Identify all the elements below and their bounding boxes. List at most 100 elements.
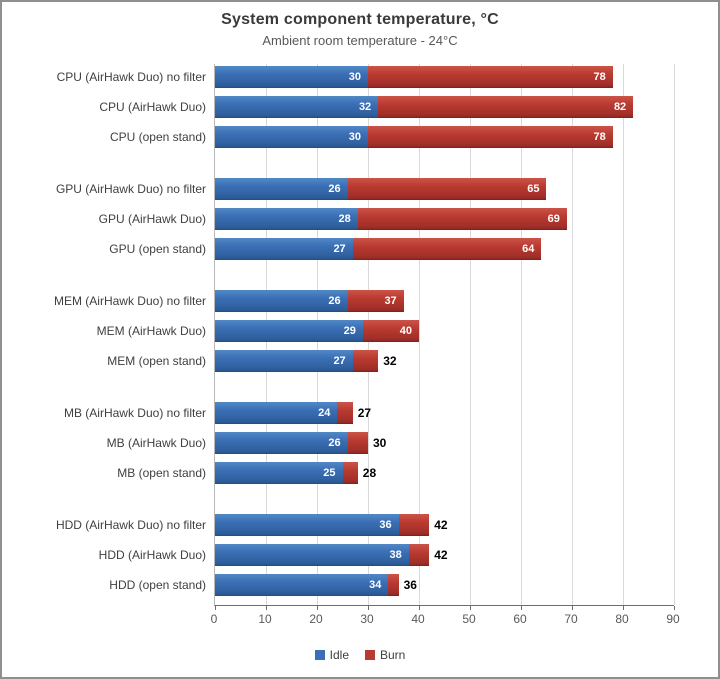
category-label: HDD (AirHawk Duo) no filter: [55, 518, 206, 532]
x-axis-tick-label: 10: [258, 612, 272, 626]
x-axis-tick: [623, 606, 624, 610]
idle-value-label: 25: [323, 467, 336, 479]
legend-item-burn[interactable]: Burn: [365, 648, 405, 662]
gridline: [674, 64, 675, 605]
legend-label: Burn: [380, 648, 406, 662]
category-label: CPU (open stand): [109, 130, 206, 144]
bar-idle-segment[interactable]: 36: [215, 514, 399, 536]
idle-value-label: 30: [348, 71, 361, 83]
bar-burn-segment[interactable]: [342, 462, 358, 484]
idle-value-label: 30: [348, 131, 361, 143]
x-axis-tick-label: 20: [309, 612, 323, 626]
bar-idle-segment[interactable]: 26: [215, 178, 348, 200]
burn-value-label: 27: [357, 406, 372, 420]
category-label: CPU (AirHawk Duo): [99, 100, 206, 114]
legend: Idle Burn: [2, 648, 718, 662]
x-axis-tick: [572, 606, 573, 610]
idle-value-label: 24: [318, 407, 331, 419]
bar-burn-segment[interactable]: [347, 432, 368, 454]
bar-idle-segment[interactable]: 27: [215, 350, 353, 372]
x-axis-tick: [266, 606, 267, 610]
bar-idle-segment[interactable]: 27: [215, 238, 353, 260]
x-axis-tick-label: 80: [615, 612, 629, 626]
category-label: MB (AirHawk Duo): [106, 436, 206, 450]
idle-value-label: 26: [328, 437, 341, 449]
bar-burn-segment[interactable]: [388, 574, 399, 596]
bar-burn-segment[interactable]: [337, 402, 353, 424]
burn-value-label: 32: [383, 354, 397, 368]
burn-value-label: 78: [593, 131, 606, 143]
category-label: CPU (AirHawk Duo) no filter: [56, 70, 206, 84]
bar-burn-segment[interactable]: 64: [352, 238, 542, 260]
bar-burn-segment[interactable]: 78: [368, 66, 613, 88]
bar-burn-segment[interactable]: [352, 350, 379, 372]
category-label: GPU (AirHawk Duo) no filter: [55, 182, 206, 196]
x-axis-tick-label: 0: [210, 612, 218, 626]
burn-value-label: 36: [403, 578, 417, 592]
burn-value-label: 69: [547, 213, 560, 225]
bar-idle-segment[interactable]: 29: [215, 320, 363, 342]
category-label: MB (AirHawk Duo) no filter: [63, 406, 206, 420]
x-axis-tick: [317, 606, 318, 610]
burn-value-label: 28: [362, 466, 377, 480]
idle-value-label: 38: [389, 549, 402, 561]
x-axis-tick-label: 50: [462, 612, 476, 626]
x-axis-tick-label: 60: [513, 612, 527, 626]
burn-value-label: 82: [613, 101, 627, 113]
bar-idle-segment[interactable]: 26: [215, 290, 348, 312]
category-label: HDD (open stand): [109, 578, 206, 592]
category-label: GPU (AirHawk Duo): [98, 212, 206, 226]
x-axis-tick-label: 70: [564, 612, 578, 626]
idle-value-label: 28: [338, 213, 351, 225]
category-label: GPU (open stand): [109, 242, 206, 256]
burn-value-label: 30: [373, 436, 387, 450]
bar-idle-segment[interactable]: 25: [215, 462, 343, 484]
idle-value-label: 27: [333, 243, 346, 255]
idle-value-label: 34: [369, 579, 382, 591]
x-axis-tick: [215, 606, 216, 610]
bar-burn-segment[interactable]: 78: [368, 126, 613, 148]
x-axis-tick: [419, 606, 420, 610]
bar-burn-segment[interactable]: [408, 544, 430, 566]
idle-value-label: 36: [379, 519, 392, 531]
burn-value-label: 65: [527, 183, 540, 195]
bar-burn-segment[interactable]: 82: [378, 96, 634, 118]
bar-burn-segment[interactable]: 37: [347, 290, 404, 312]
burn-value-label: 40: [399, 325, 412, 337]
bar-idle-segment[interactable]: 28: [215, 208, 358, 230]
x-axis-tick-label: 30: [360, 612, 374, 626]
bar-burn-segment[interactable]: 40: [362, 320, 419, 342]
bar-burn-segment[interactable]: 69: [357, 208, 567, 230]
category-label: HDD (AirHawk Duo): [98, 548, 206, 562]
gridline: [572, 64, 573, 605]
burn-value-label: 42: [434, 518, 448, 532]
bar-idle-segment[interactable]: 30: [215, 126, 368, 148]
bar-idle-segment[interactable]: 38: [215, 544, 409, 566]
category-label: MEM (AirHawk Duo) no filter: [53, 294, 206, 308]
x-axis-tick-label: 40: [411, 612, 425, 626]
legend-item-idle[interactable]: Idle: [314, 648, 349, 662]
burn-value-label: 64: [522, 243, 535, 255]
idle-value-label: 26: [328, 295, 341, 307]
legend-swatch-burn: [365, 650, 375, 660]
idle-value-label: 26: [328, 183, 341, 195]
bar-idle-segment[interactable]: 32: [215, 96, 379, 118]
bar-idle-segment[interactable]: 26: [215, 432, 348, 454]
bar-burn-segment[interactable]: [398, 514, 430, 536]
x-axis-tick: [368, 606, 369, 610]
bar-idle-segment[interactable]: 34: [215, 574, 389, 596]
bar-burn-segment[interactable]: 65: [347, 178, 547, 200]
gridline: [521, 64, 522, 605]
bar-idle-segment[interactable]: 24: [215, 402, 338, 424]
chart-subtitle: Ambient room temperature - 24°C: [262, 33, 458, 48]
x-axis-tick: [521, 606, 522, 610]
category-label: MEM (open stand): [107, 354, 206, 368]
gridline: [470, 64, 471, 605]
burn-value-label: 42: [434, 548, 448, 562]
idle-value-label: 32: [358, 101, 372, 113]
gridline: [419, 64, 420, 605]
bar-idle-segment[interactable]: 30: [215, 66, 368, 88]
x-axis-tick-label: 90: [666, 612, 680, 626]
idle-value-label: 29: [343, 325, 356, 337]
